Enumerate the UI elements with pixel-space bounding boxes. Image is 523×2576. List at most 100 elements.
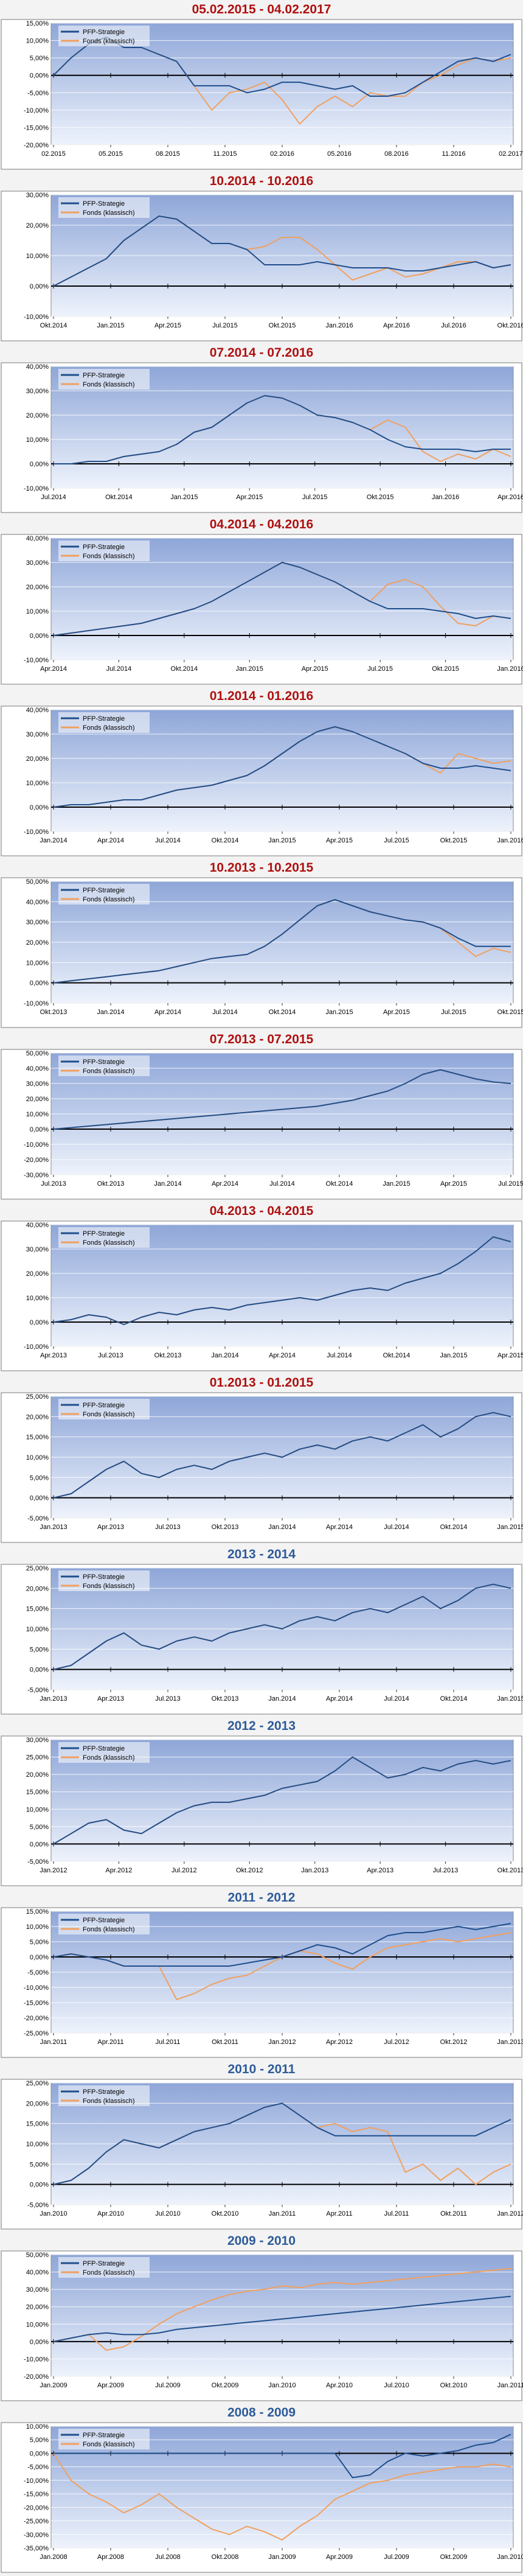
chart-title: 2010 - 2011	[227, 2062, 296, 2076]
legend-label-fund: Fonds (klassisch)	[83, 381, 135, 388]
y-tick-label: 20,00%	[26, 584, 49, 591]
y-tick-label: -10,00%	[24, 1343, 49, 1351]
x-tick-label: Apr.2011	[97, 2039, 123, 2046]
y-tick-label: 40,00%	[26, 1065, 49, 1073]
line-chart: 15,00% 10,00% 5,00% 0,00% -5,00% -10,00% -15,0…	[1, 1907, 523, 2058]
legend-box	[58, 884, 150, 905]
x-tick-label: Apr.2015	[383, 1009, 410, 1016]
legend-box	[58, 197, 150, 218]
legend-label-strategy: PFP-Strategie	[83, 1745, 125, 1752]
x-tick-label: Jul.2015	[302, 494, 328, 501]
chart-panel: 2013 - 2014 25,00% 20,00% 15,00% 10,00% 5,00%…	[0, 1545, 523, 1717]
y-tick-label: 20,00%	[26, 412, 49, 419]
line-chart: 25,00% 20,00% 15,00% 10,00% 5,00% 0,00% -5,00%…	[1, 2079, 523, 2230]
chart-title: 10.2013 - 10.2015	[209, 861, 314, 875]
chart-title: 2013 - 2014	[227, 1547, 296, 1561]
chart-panel: 2010 - 2011 25,00% 20,00% 15,00% 10,00% 5,00%…	[0, 2060, 523, 2231]
x-tick-label: Jan.2015	[497, 1695, 523, 1703]
y-tick-label: -5,00%	[27, 1687, 49, 1694]
legend-box	[58, 26, 150, 46]
x-tick-label: Okt.2016	[497, 322, 523, 329]
line-chart: 50,00% 40,00% 30,00% 20,00% 10,00% 0,00% -10,0…	[1, 877, 523, 1028]
y-tick-label: 25,00%	[26, 2080, 49, 2087]
y-tick-label: 0,00%	[30, 1954, 49, 1961]
legend-box	[58, 1055, 150, 1076]
legend-box	[58, 712, 150, 733]
x-tick-label: Jul.2014	[327, 1352, 352, 1359]
x-tick-label: Apr.2013	[97, 1524, 124, 1531]
legend-label-strategy: PFP-Strategie	[83, 372, 125, 379]
x-tick-label: Jan.2009	[268, 2553, 296, 2561]
y-tick-label: 40,00%	[26, 363, 49, 371]
x-tick-label: Okt.2014	[105, 494, 133, 501]
y-tick-label: 15,00%	[26, 2121, 49, 2128]
chart-title: 10.2014 - 10.2016	[209, 174, 314, 188]
series-line-strategy	[53, 215, 511, 287]
x-tick-label: Apr.2015	[497, 1352, 523, 1359]
legend-label-strategy: PFP-Strategie	[83, 1059, 125, 1066]
y-tick-label: -20,00%	[24, 2015, 49, 2022]
x-tick-label: Jan.2014	[40, 837, 67, 844]
y-tick-label: 20,00%	[26, 939, 49, 947]
chart-panel: 10.2014 - 10.2016 30,00% 20,00% 10,00% 0,00%…	[0, 172, 523, 343]
x-tick-label: Jan.2016	[497, 665, 523, 673]
x-tick-label: Jul.2014	[155, 837, 181, 844]
x-tick-label: Jan.2015	[170, 494, 198, 501]
x-tick-label: Jan.2012	[40, 1867, 67, 1874]
legend-box	[58, 1227, 150, 1248]
y-tick-label: 40,00%	[26, 707, 49, 714]
chart-title: 2011 - 2012	[227, 1891, 296, 1905]
line-chart: 50,00% 40,00% 30,00% 20,00% 10,00% 0,00% -10,0…	[1, 2250, 523, 2401]
x-tick-label: Jul.2008	[155, 2553, 181, 2561]
x-tick-label: Jul.2015	[367, 665, 393, 673]
y-tick-label: 10,00%	[26, 2423, 49, 2431]
x-tick-label: 05.2016	[327, 150, 352, 158]
x-tick-label: 08.2016	[384, 150, 409, 158]
x-tick-label: Okt.2014	[212, 837, 239, 844]
x-tick-label: Okt.2014	[171, 665, 198, 673]
legend-label-strategy: PFP-Strategie	[83, 2260, 125, 2267]
legend-label-strategy: PFP-Strategie	[83, 1573, 125, 1581]
x-tick-label: 02.2017	[499, 150, 523, 158]
x-tick-label: Okt.2015	[269, 322, 296, 329]
y-tick-label: -5,00%	[27, 1515, 49, 1522]
y-tick-label: 5,00%	[30, 1646, 49, 1653]
y-tick-label: 0,00%	[30, 1319, 49, 1326]
y-tick-label: 5,00%	[30, 1824, 49, 1831]
chart-panel: 01.2013 - 01.2015 25,00% 20,00% 15,00% 10,00…	[0, 1373, 523, 1545]
y-tick-label: -20,00%	[24, 1157, 49, 1164]
y-tick-label: -20,00%	[24, 2504, 49, 2511]
series-line-fund	[53, 2267, 511, 2351]
y-tick-label: 5,00%	[30, 1474, 49, 1482]
y-tick-label: -25,00%	[24, 2030, 49, 2037]
line-chart: 40,00%30,00%20,00%10,00%0,00%-10,00%Jan.…	[1, 705, 523, 856]
series-line-strategy	[53, 2295, 511, 2342]
x-tick-label: Okt.2010	[440, 2382, 468, 2389]
line-chart: 40,00%30,00%20,00%10,00%0,00%-10,00%Apr.…	[1, 1220, 523, 1371]
y-tick-label: 20,00%	[26, 222, 49, 229]
x-tick-label: Apr.2015	[236, 494, 263, 501]
x-tick-label: Apr.2014	[97, 837, 124, 844]
line-chart: 40,00%30,00%20,00%10,00%0,00%-10,00%Apr.…	[1, 534, 523, 685]
y-tick-label: -25,00%	[24, 2518, 49, 2525]
x-tick-label: Okt.2012	[236, 1867, 263, 1874]
y-tick-label: 15,00%	[26, 1434, 49, 1441]
x-tick-label: Okt.2015	[440, 837, 468, 844]
line-chart: 25,00% 20,00% 15,00% 10,00% 5,00% 0,00% -5,00%…	[1, 1392, 523, 1543]
legend-label-strategy: PFP-Strategie	[83, 715, 125, 723]
y-tick-label: 20,00%	[26, 1585, 49, 1592]
x-tick-label: Jul.2015	[441, 1009, 466, 1016]
x-tick-label: Okt.2013	[154, 1352, 182, 1359]
x-tick-label: Apr.2013	[367, 1867, 393, 1874]
x-tick-label: Jul.2014	[106, 665, 132, 673]
x-tick-label: Okt.2014	[383, 1352, 410, 1359]
series-line-strategy	[53, 1923, 511, 1967]
series-line-strategy	[53, 726, 511, 808]
y-tick-label: 10,00%	[26, 1806, 49, 1813]
legend-box	[58, 541, 150, 561]
chart-title: 01.2014 - 01.2016	[209, 689, 314, 703]
legend-label-fund: Fonds (klassisch)	[83, 1754, 135, 1762]
legend-box	[58, 2257, 150, 2278]
y-tick-label: 30,00%	[26, 1246, 49, 1253]
x-tick-label: Jul.2010	[384, 2382, 409, 2389]
